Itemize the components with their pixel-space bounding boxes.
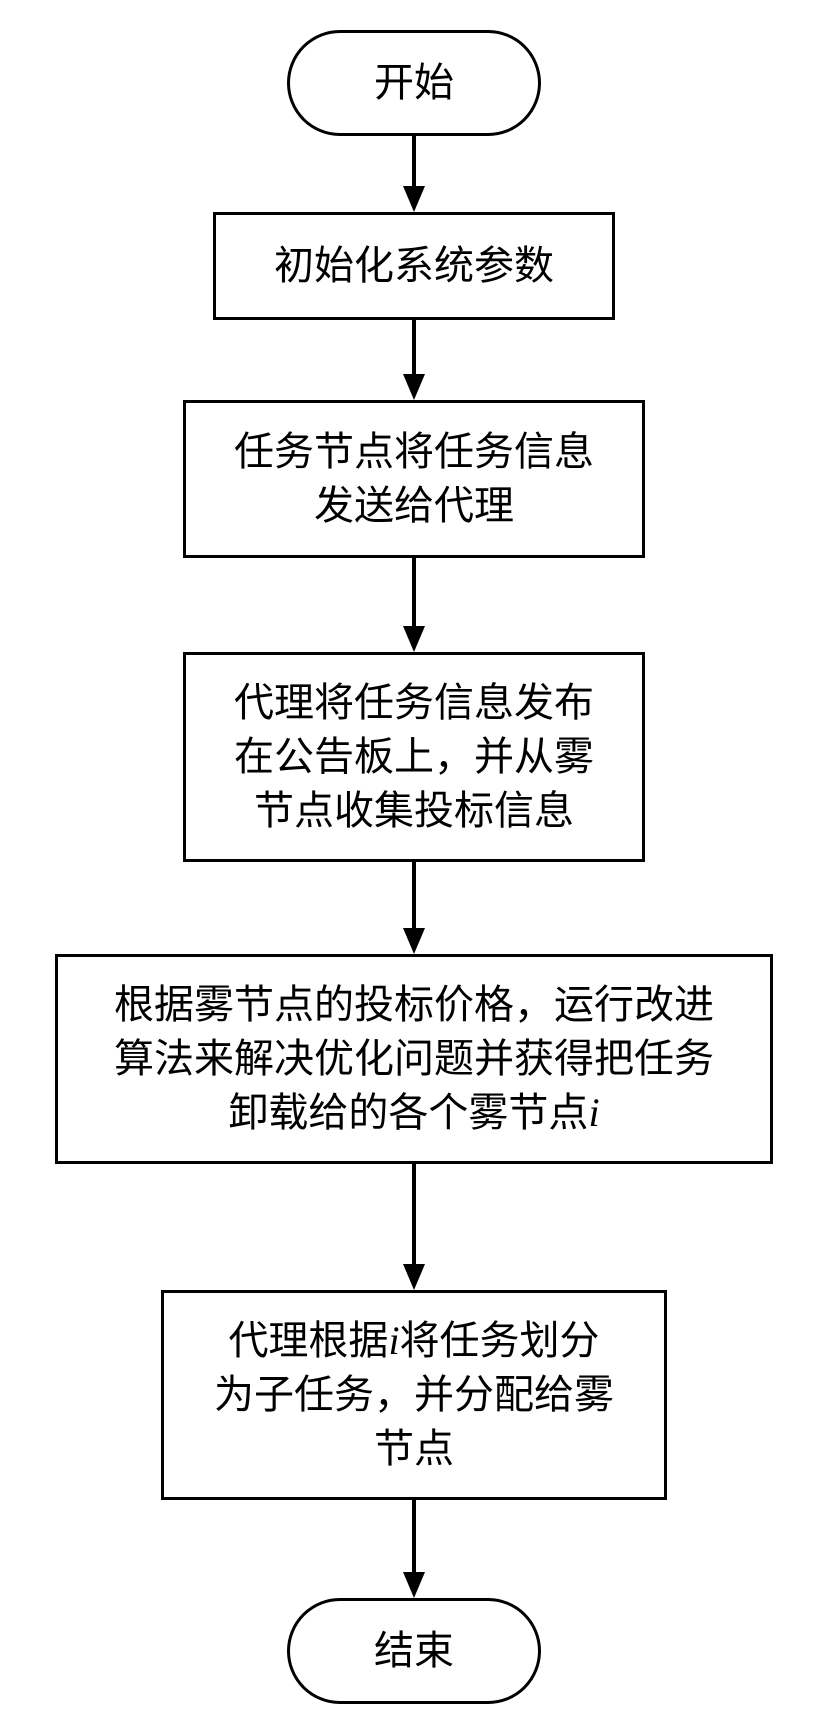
node-start: 开始 — [287, 30, 541, 136]
node-init-label: 初始化系统参数 — [274, 239, 554, 293]
node-send-label: 任务节点将任务信息 发送给代理 — [234, 425, 594, 533]
node-solve: 根据雾节点的投标价格，运行改进 算法来解决优化问题并获得把任务 卸载给的各个雾节… — [55, 954, 773, 1164]
node-solve-label: 根据雾节点的投标价格，运行改进 算法来解决优化问题并获得把任务 卸载给的各个雾节… — [114, 978, 714, 1140]
node-assign-label: 代理根据i将任务划分 为子任务，并分配给雾 节点 — [214, 1314, 614, 1476]
flowchart-canvas: 开始 初始化系统参数 任务节点将任务信息 发送给代理 代理将任务信息发布 在公告… — [0, 0, 827, 1734]
node-start-label: 开始 — [374, 56, 454, 110]
node-publish-label: 代理将任务信息发布 在公告板上，并从雾 节点收集投标信息 — [234, 676, 594, 838]
node-init: 初始化系统参数 — [213, 212, 615, 320]
node-send: 任务节点将任务信息 发送给代理 — [183, 400, 645, 558]
node-end-label: 结束 — [374, 1624, 454, 1678]
node-publish: 代理将任务信息发布 在公告板上，并从雾 节点收集投标信息 — [183, 652, 645, 862]
node-assign: 代理根据i将任务划分 为子任务，并分配给雾 节点 — [161, 1290, 667, 1500]
node-end: 结束 — [287, 1598, 541, 1704]
